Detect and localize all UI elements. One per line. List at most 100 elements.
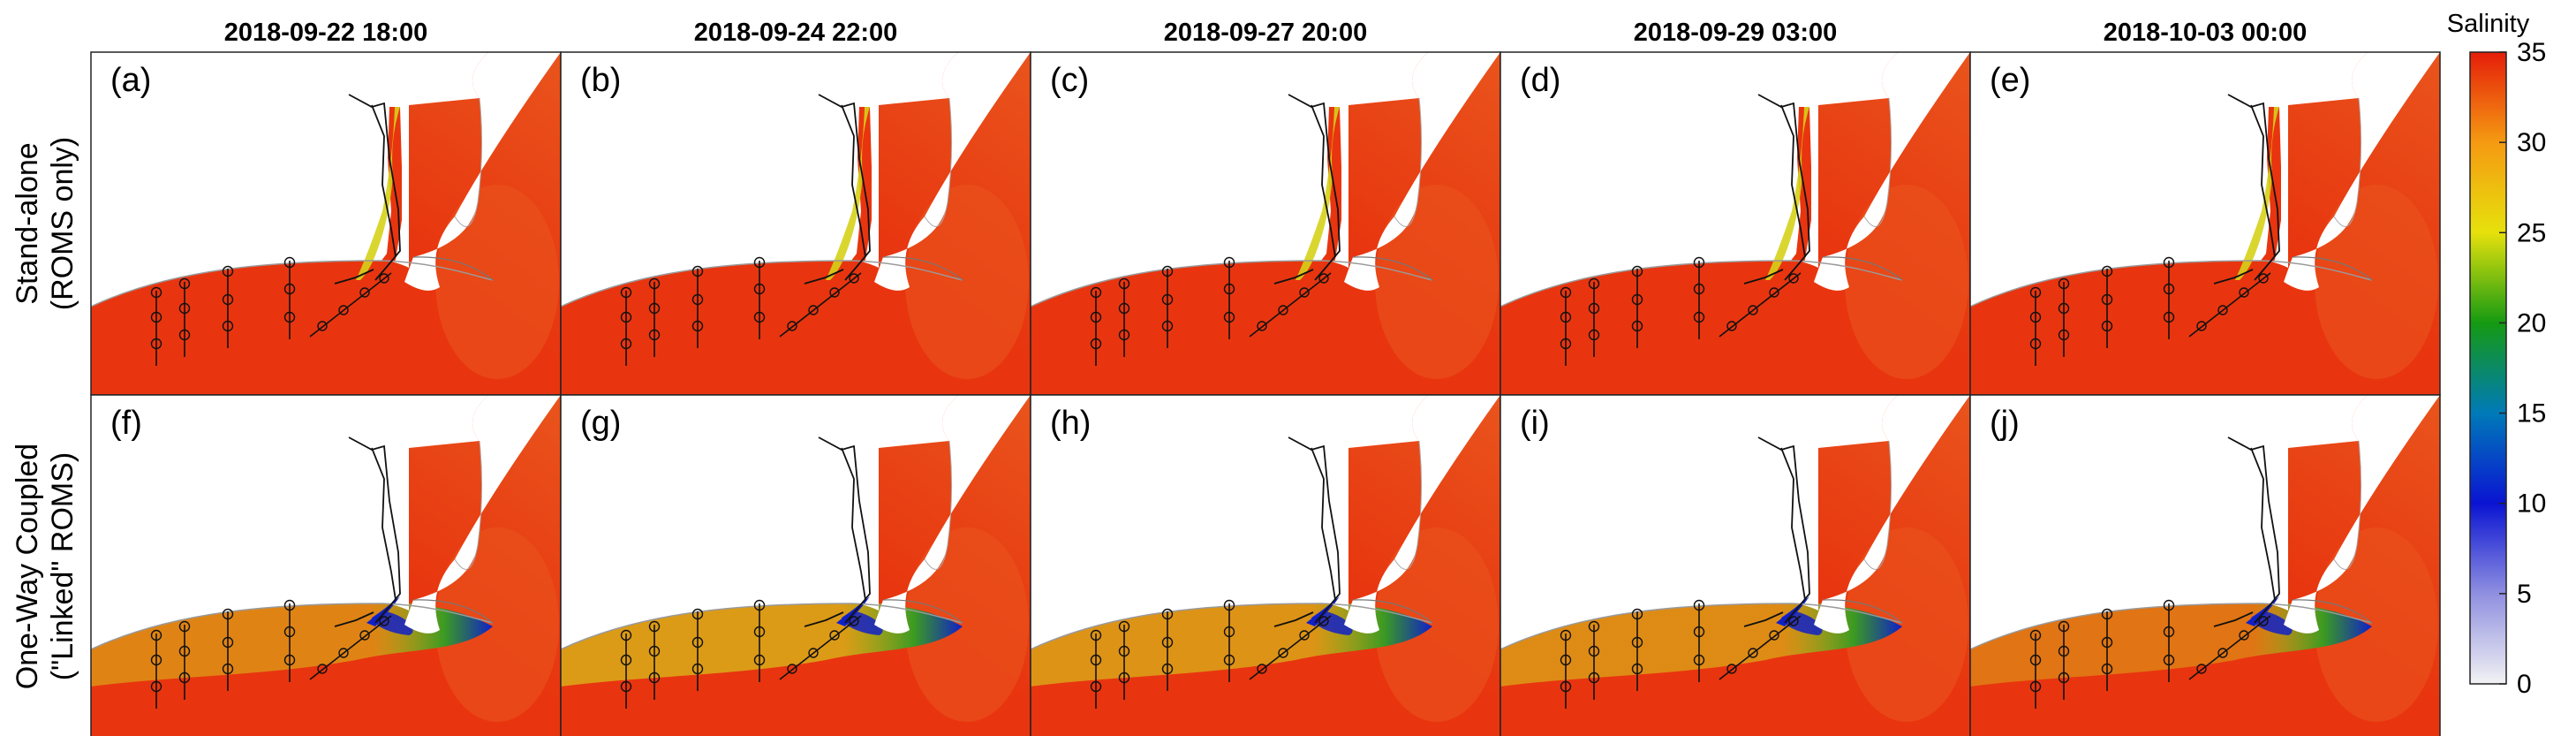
station-marker bbox=[379, 616, 389, 626]
map-panel: (h) bbox=[1030, 394, 1501, 736]
colorbar-tick-label: 30 bbox=[2517, 128, 2546, 157]
river-line bbox=[1288, 94, 1341, 281]
river-line bbox=[1757, 94, 1810, 281]
station-marker bbox=[1588, 277, 1600, 290]
station-marker bbox=[648, 672, 661, 684]
station-marker bbox=[283, 311, 296, 323]
panel-label: (g) bbox=[580, 405, 621, 442]
station-marker bbox=[1588, 329, 1600, 341]
river-line bbox=[818, 94, 871, 281]
row-label: Stand-alone (ROMS only) bbox=[11, 137, 79, 310]
station-marker bbox=[2239, 287, 2249, 298]
land-mask bbox=[561, 395, 1031, 634]
panel-label: (c) bbox=[1050, 62, 1089, 99]
station-marker bbox=[283, 626, 296, 638]
station-marker bbox=[1090, 286, 1102, 299]
map-panel: (c) bbox=[1030, 51, 1501, 396]
station-marker bbox=[1631, 265, 1643, 277]
river-line bbox=[334, 269, 374, 285]
map-panel: (i) bbox=[1500, 394, 1971, 736]
station-marker bbox=[2101, 265, 2113, 277]
land-mask bbox=[1500, 52, 1970, 291]
map-panel: (a) bbox=[90, 51, 562, 396]
row-label-line2: ("Linked" ROMS) bbox=[46, 452, 79, 680]
station-marker bbox=[1161, 320, 1174, 332]
land-mask bbox=[1500, 395, 1970, 634]
colorbar-tick-label: 35 bbox=[2517, 38, 2546, 67]
colorbar: Salinity 0 5 10 15 20 25 30 35 bbox=[2447, 10, 2547, 699]
panel-label: (i) bbox=[1520, 405, 1550, 442]
transect-line bbox=[779, 272, 862, 338]
station-marker bbox=[1693, 626, 1705, 638]
station-marker bbox=[1278, 648, 1288, 658]
station-marker bbox=[2163, 283, 2175, 295]
station-marker bbox=[1223, 256, 1235, 269]
map-panel: (j) bbox=[1969, 394, 2441, 736]
station-marker bbox=[2163, 654, 2175, 666]
transect-line bbox=[2188, 615, 2271, 680]
station-marker bbox=[2029, 338, 2042, 350]
map-panel: (e) bbox=[1969, 51, 2441, 396]
station-marker bbox=[317, 664, 328, 674]
station-marker bbox=[222, 320, 234, 332]
station-marker bbox=[2258, 273, 2269, 284]
station-marker bbox=[787, 664, 797, 674]
station-marker bbox=[753, 654, 766, 666]
station-marker bbox=[648, 620, 661, 633]
colorbar-ticks: 0 5 10 15 20 25 30 35 bbox=[2499, 38, 2546, 699]
station-marker bbox=[1161, 636, 1174, 649]
station-marker bbox=[753, 626, 766, 638]
map-panel: (g) bbox=[560, 394, 1031, 736]
station-marker bbox=[178, 277, 191, 290]
station-marker bbox=[2029, 654, 2042, 666]
river-line bbox=[841, 104, 866, 258]
row-label-line2: (ROMS only) bbox=[46, 137, 79, 310]
station-marker bbox=[620, 338, 632, 350]
river-line bbox=[1311, 447, 1336, 601]
transect-line bbox=[309, 272, 392, 338]
transect-line bbox=[309, 615, 392, 680]
station-marker bbox=[1090, 680, 1102, 693]
station-marker bbox=[1161, 608, 1174, 620]
station-marker bbox=[1588, 645, 1600, 657]
station-marker bbox=[1161, 663, 1174, 675]
station-marker bbox=[691, 265, 704, 277]
station-marker bbox=[1631, 636, 1643, 649]
river-line bbox=[1780, 447, 1806, 601]
station-marker bbox=[2163, 599, 2175, 611]
station-marker bbox=[1560, 286, 1572, 299]
station-marker bbox=[338, 305, 349, 315]
station-marker bbox=[1090, 338, 1102, 350]
station-marker bbox=[2163, 256, 2175, 269]
station-marker bbox=[150, 311, 162, 323]
station-marker bbox=[1560, 338, 1572, 350]
river-line bbox=[2213, 269, 2254, 285]
station-marker bbox=[2058, 645, 2070, 657]
station-marker bbox=[1278, 305, 1288, 315]
station-marker bbox=[150, 338, 162, 350]
station-marker bbox=[1560, 680, 1572, 693]
station-marker bbox=[379, 273, 389, 284]
station-marker bbox=[1118, 329, 1130, 341]
panel-label: (j) bbox=[1990, 405, 2020, 442]
station-marker bbox=[691, 320, 704, 332]
station-marker bbox=[808, 305, 819, 315]
river-line bbox=[1273, 269, 1314, 285]
station-marker bbox=[753, 599, 766, 611]
station-marker bbox=[691, 636, 704, 649]
station-marker bbox=[1693, 283, 1705, 295]
station-marker bbox=[2196, 664, 2207, 674]
station-marker bbox=[1223, 283, 1235, 295]
station-marker bbox=[1726, 321, 1737, 331]
station-marker bbox=[2058, 277, 2070, 290]
station-marker bbox=[2163, 626, 2175, 638]
station-marker bbox=[1223, 626, 1235, 638]
station-marker bbox=[1631, 320, 1643, 332]
river-line bbox=[1743, 269, 1784, 285]
station-marker bbox=[178, 620, 191, 633]
station-marker bbox=[1257, 321, 1267, 331]
river-line bbox=[804, 611, 844, 627]
station-marker bbox=[338, 648, 349, 658]
colorbar-tick-label: 5 bbox=[2517, 580, 2532, 609]
